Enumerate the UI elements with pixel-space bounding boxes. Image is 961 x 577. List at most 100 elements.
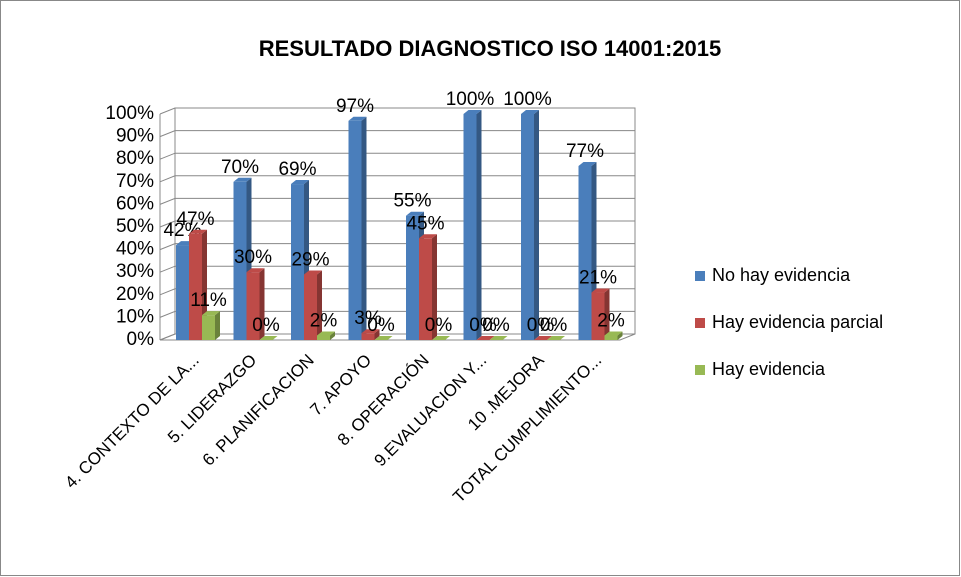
data-label: 0%: [367, 315, 395, 336]
bar-face: [202, 315, 215, 340]
y-tick-label: 30%: [116, 261, 154, 282]
y-tick-label: 80%: [116, 148, 154, 169]
bar-face: [259, 268, 265, 340]
data-label: 77%: [566, 141, 604, 162]
y-tick-label: 60%: [116, 193, 154, 214]
y-tick-label: 20%: [116, 284, 154, 305]
bar-face: [604, 331, 623, 336]
grid-line: [159, 175, 635, 183]
bar-face: [604, 288, 610, 340]
bar: [534, 336, 552, 341]
bar-face: [361, 329, 380, 334]
bar: [361, 329, 380, 340]
data-label: 0%: [469, 315, 497, 336]
legend-swatch: [695, 365, 705, 375]
bar-face: [259, 336, 278, 340]
legend-label: No hay evidencia: [712, 265, 851, 285]
bar-face: [432, 234, 437, 340]
bar-face: [291, 184, 304, 340]
bar-face: [189, 233, 202, 340]
grid-line: [159, 130, 635, 138]
grid-line: [159, 152, 635, 160]
bar-face: [534, 336, 552, 340]
bar-face: [521, 110, 539, 114]
chart-title: RESULTADO DIAGNOSTICO ISO 14001:2015: [259, 36, 722, 61]
bar: [317, 331, 335, 340]
data-label: 69%: [278, 159, 316, 180]
bar-face: [330, 331, 335, 340]
bar-face: [374, 336, 393, 340]
y-tick-label: 100%: [105, 103, 154, 124]
grid-line: [159, 265, 635, 273]
bar-face: [233, 181, 247, 340]
bar-face: [291, 180, 309, 185]
bar-face: [317, 335, 330, 340]
bar-face: [578, 161, 597, 166]
data-label: 0%: [425, 315, 453, 336]
bar: [202, 311, 220, 340]
y-tick-label: 10%: [116, 306, 154, 327]
bar: [547, 336, 565, 341]
bar-face: [189, 229, 207, 234]
y-tick-label: 50%: [116, 216, 154, 237]
bar: [463, 110, 482, 340]
grid-line: [159, 243, 635, 251]
bar: [476, 336, 495, 341]
bar-face: [406, 211, 424, 216]
data-label: 2%: [310, 310, 338, 331]
bar-face: [547, 336, 565, 340]
bar-face: [489, 336, 508, 340]
bar-face: [374, 329, 380, 340]
bar: [189, 229, 207, 340]
bar-face: [591, 292, 605, 340]
data-label: 100%: [446, 89, 495, 110]
bar: [259, 336, 278, 341]
data-label: 70%: [221, 157, 259, 178]
bar-face: [348, 116, 367, 121]
legend-label: Hay evidencia: [712, 359, 826, 379]
data-label: 2%: [597, 310, 625, 331]
bar-face: [246, 272, 260, 340]
data-label: 97%: [336, 96, 374, 117]
bar-face: [591, 288, 610, 293]
bar: [348, 116, 367, 340]
data-label: 11%: [190, 290, 227, 311]
grid-line: [159, 310, 635, 318]
bar-face: [317, 270, 322, 340]
data-label: 45%: [406, 213, 444, 234]
grid-line: [159, 220, 635, 228]
legend-swatch: [695, 318, 705, 328]
bar: [419, 234, 437, 340]
grid-line: [159, 197, 635, 205]
data-label: 21%: [579, 268, 617, 289]
y-tick-label: 0%: [127, 329, 155, 350]
grid-line: [159, 288, 635, 296]
bar-face: [463, 114, 477, 340]
data-label: 0%: [540, 315, 568, 336]
bar-face: [233, 177, 252, 182]
data-label: 0%: [482, 315, 510, 336]
bar-face: [578, 165, 592, 340]
data-label: 55%: [393, 191, 431, 212]
bar-face: [304, 270, 322, 275]
bar-face: [361, 333, 375, 340]
data-label: 30%: [234, 247, 272, 268]
data-label: 0%: [527, 315, 555, 336]
bar: [432, 336, 450, 341]
bar: [591, 288, 610, 340]
bar-face: [361, 116, 367, 340]
bar-face: [534, 110, 539, 340]
bar-face: [521, 114, 534, 340]
bar: [246, 268, 265, 340]
bar: [374, 336, 393, 341]
data-label: 0%: [252, 315, 280, 336]
bar-face: [419, 234, 437, 239]
bar-face: [406, 215, 419, 340]
legend-swatch: [695, 271, 705, 281]
data-label: 29%: [291, 249, 329, 270]
y-tick-label: 70%: [116, 171, 154, 192]
bar: [304, 270, 322, 340]
bar-face: [419, 238, 432, 340]
legend-label: Hay evidencia parcial: [712, 312, 883, 332]
